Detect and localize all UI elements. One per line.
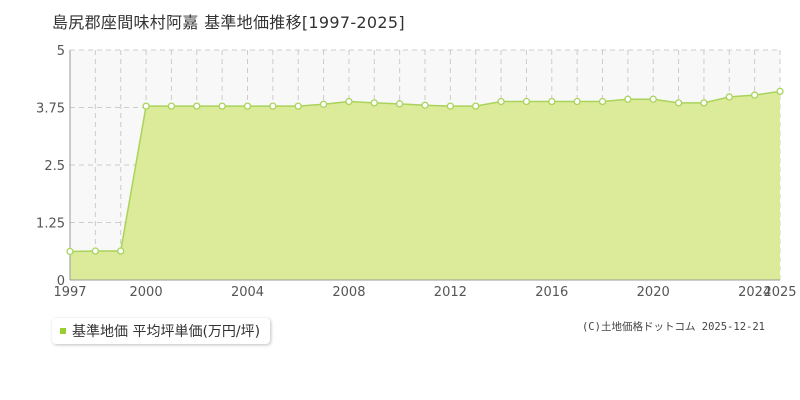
area-fill [70,91,780,281]
data-point-2005 [269,102,277,110]
data-point-2007 [319,100,328,108]
y-tick-label-3: 3.75 [36,102,65,117]
data-point-2012 [446,102,455,110]
data-point-2024 [750,91,759,99]
data-point-2003 [218,102,226,110]
x-tick-label-2024: 2024 [738,285,771,300]
x-tick-label-2025: 2025 [763,285,796,300]
y-tick-label-4: 5 [57,44,65,59]
data-point-2019 [624,95,632,103]
data-point-2011 [421,101,429,109]
data-point-markers [66,87,784,256]
legend-label: 基準地価 平均坪単価(万円/坪) [72,324,261,340]
data-point-1999 [117,247,125,255]
x-tick-label-2016: 2016 [535,285,568,300]
x-tick-label-2020: 2020 [637,285,670,300]
data-point-2002 [193,102,201,110]
y-tick-labels: 0 1.25 2.5 3.75 5 [36,44,65,289]
legend-swatch [60,328,66,334]
x-tick-label-2012: 2012 [434,285,467,300]
data-point-2004 [243,102,252,110]
x-tick-label-2008: 2008 [332,285,365,300]
data-point-2021 [674,99,683,107]
data-point-2015 [522,97,531,106]
data-point-2001 [167,102,176,110]
data-point-1998 [91,247,100,255]
chart-title: 島尻郡座間味村阿嘉 基準地価推移[1997-2025] [52,13,405,32]
data-point-2014 [497,97,505,106]
y-tick-label-1: 1.25 [36,217,65,232]
data-point-2025 [776,87,784,96]
y-tick-label-2: 2.5 [44,159,65,174]
data-point-2000 [142,102,150,110]
data-point-2006 [294,102,302,110]
data-point-2017 [573,97,581,106]
data-point-2009 [370,99,378,107]
y-tick-label-0: 0 [57,274,65,289]
data-point-2010 [395,100,404,108]
data-point-2008 [345,97,353,106]
x-tick-label-2000: 2000 [130,285,163,300]
copyright-text: (C)土地価格ドットコム 2025-12-21 [581,321,765,333]
legend[interactable]: 基準地価 平均坪単価(万円/坪) [52,318,271,344]
data-point-2023 [725,93,733,101]
data-point-2016 [548,97,556,106]
data-point-2022 [700,99,708,107]
data-point-2018 [598,97,607,106]
data-point-2013 [472,102,480,110]
data-point-1997 [66,247,74,256]
x-tick-label-1997: 1997 [53,285,86,300]
data-point-2020 [649,95,657,103]
x-tick-label-2004: 2004 [231,285,264,300]
